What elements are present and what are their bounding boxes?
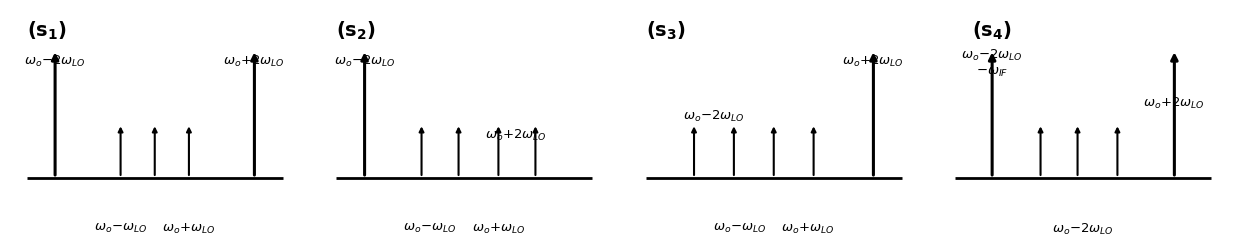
Text: $\omega_o{-}2\omega_{LO}$: $\omega_o{-}2\omega_{LO}$: [334, 54, 395, 69]
Text: $\mathbf{(s_3)}$: $\mathbf{(s_3)}$: [645, 20, 686, 42]
Text: $\omega_o{+}2\omega_{LO}$: $\omega_o{+}2\omega_{LO}$: [224, 54, 285, 69]
Text: $\omega_o{+}\omega_{LO}$: $\omega_o{+}\omega_{LO}$: [472, 222, 525, 236]
Text: $\omega_o{-}\omega_{LO}$: $\omega_o{-}\omega_{LO}$: [404, 222, 457, 235]
Text: $\omega_o{+}2\omega_{LO}$: $\omega_o{+}2\omega_{LO}$: [1144, 96, 1206, 111]
Text: $\omega_o{+}2\omega_{LO}$: $\omega_o{+}2\omega_{LO}$: [843, 54, 904, 69]
Text: $\mathbf{(s_2)}$: $\mathbf{(s_2)}$: [335, 20, 376, 42]
Text: $\mathbf{(s_1)}$: $\mathbf{(s_1)}$: [26, 20, 67, 42]
Text: $\omega_o{-}2\omega_{LO}$: $\omega_o{-}2\omega_{LO}$: [25, 54, 85, 69]
Text: $\omega_o{+}\omega_{LO}$: $\omega_o{+}\omega_{LO}$: [162, 222, 215, 236]
Text: $\omega_o{-}2\omega_{LO}$: $\omega_o{-}2\omega_{LO}$: [1052, 222, 1114, 237]
Text: $\omega_o{-}2\omega_{LO}$
$-\omega_{IF}$: $\omega_o{-}2\omega_{LO}$ $-\omega_{IF}$: [961, 48, 1023, 79]
Text: $\omega_o{+}\omega_{LO}$: $\omega_o{+}\omega_{LO}$: [781, 222, 834, 236]
Text: $\mathbf{(s_4)}$: $\mathbf{(s_4)}$: [972, 20, 1013, 42]
Text: $\omega_o{+}2\omega_{LO}$: $\omega_o{+}2\omega_{LO}$: [484, 128, 546, 143]
Text: $\omega_o{-}2\omega_{LO}$: $\omega_o{-}2\omega_{LO}$: [682, 108, 744, 124]
Text: $\omega_o{-}\omega_{LO}$: $\omega_o{-}\omega_{LO}$: [713, 222, 766, 235]
Text: $\omega_o{-}\omega_{LO}$: $\omega_o{-}\omega_{LO}$: [94, 222, 147, 235]
